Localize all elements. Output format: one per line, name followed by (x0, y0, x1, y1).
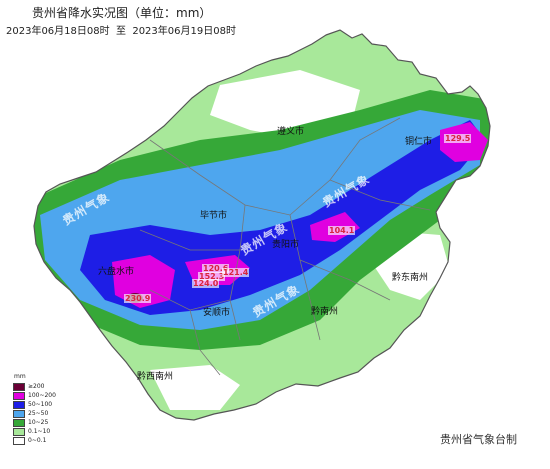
max-value-label: 152.3 (198, 272, 226, 281)
legend-label: 25~50 (28, 410, 49, 417)
city-label-qianxinan: 黔西南州 (137, 372, 174, 382)
legend-swatch (13, 382, 25, 391)
legend-label: 10~25 (28, 419, 49, 426)
max-value-label: 230.9 (124, 294, 152, 303)
city-label-bijie: 毕节市 (200, 211, 228, 221)
city-label-zunyi: 遵义市 (277, 127, 305, 137)
legend-item: 10~25 (13, 418, 56, 427)
rain-50-100-band (80, 120, 485, 315)
city-label-qiannan: 黔南州 (311, 307, 339, 317)
legend-item: 0~0.1 (13, 436, 56, 445)
prefecture-boundaries (139, 117, 431, 376)
legend-label: 0~0.1 (28, 437, 47, 444)
legend-item: 50~100 (13, 400, 56, 409)
city-label-qiandongnan: 黔东南州 (392, 273, 429, 283)
precipitation-legend: mm ≥200 100~200 50~100 25~50 10~25 0.1~10 0~0.… (13, 373, 56, 445)
legend-label: ≥200 (28, 383, 45, 390)
legend-swatch (13, 427, 25, 436)
max-value-label: 120.6 (202, 264, 230, 273)
legend-swatch (13, 436, 25, 445)
legend-item: 100~200 (13, 391, 56, 400)
legend-label: 100~200 (28, 392, 56, 399)
legend-item: 25~50 (13, 409, 56, 418)
map-period: 2023年06月18日08时 至 2023年06月19日08时 (6, 26, 236, 37)
city-label-anshun: 安顺市 (203, 308, 231, 318)
legend-swatch (13, 409, 25, 418)
max-value-label: 129.5 (444, 134, 472, 143)
max-value-label: 124.0 (192, 279, 220, 288)
map-title: 贵州省降水实况图（单位：mm） (32, 6, 212, 20)
legend-swatch (13, 418, 25, 427)
city-label-liupanshui: 六盘水市 (98, 267, 135, 277)
legend-swatch (13, 391, 25, 400)
province-border (33, 29, 491, 421)
legend-item: ≥200 (13, 382, 56, 391)
legend-unit: mm (14, 373, 26, 380)
rain-0-0.1-area-south (150, 365, 240, 410)
agency-credit: 贵州省气象台制 (440, 433, 517, 446)
legend-label: 50~100 (28, 401, 53, 408)
max-value-label: 121.4 (222, 268, 250, 277)
legend-label: 0.1~10 (28, 428, 51, 435)
city-label-tongren: 铜仁市 (405, 137, 433, 147)
legend-item: 0.1~10 (13, 427, 56, 436)
legend-swatch (13, 400, 25, 409)
city-label-guiyang: 贵阳市 (272, 240, 300, 250)
max-value-label: 104.1 (328, 226, 356, 235)
